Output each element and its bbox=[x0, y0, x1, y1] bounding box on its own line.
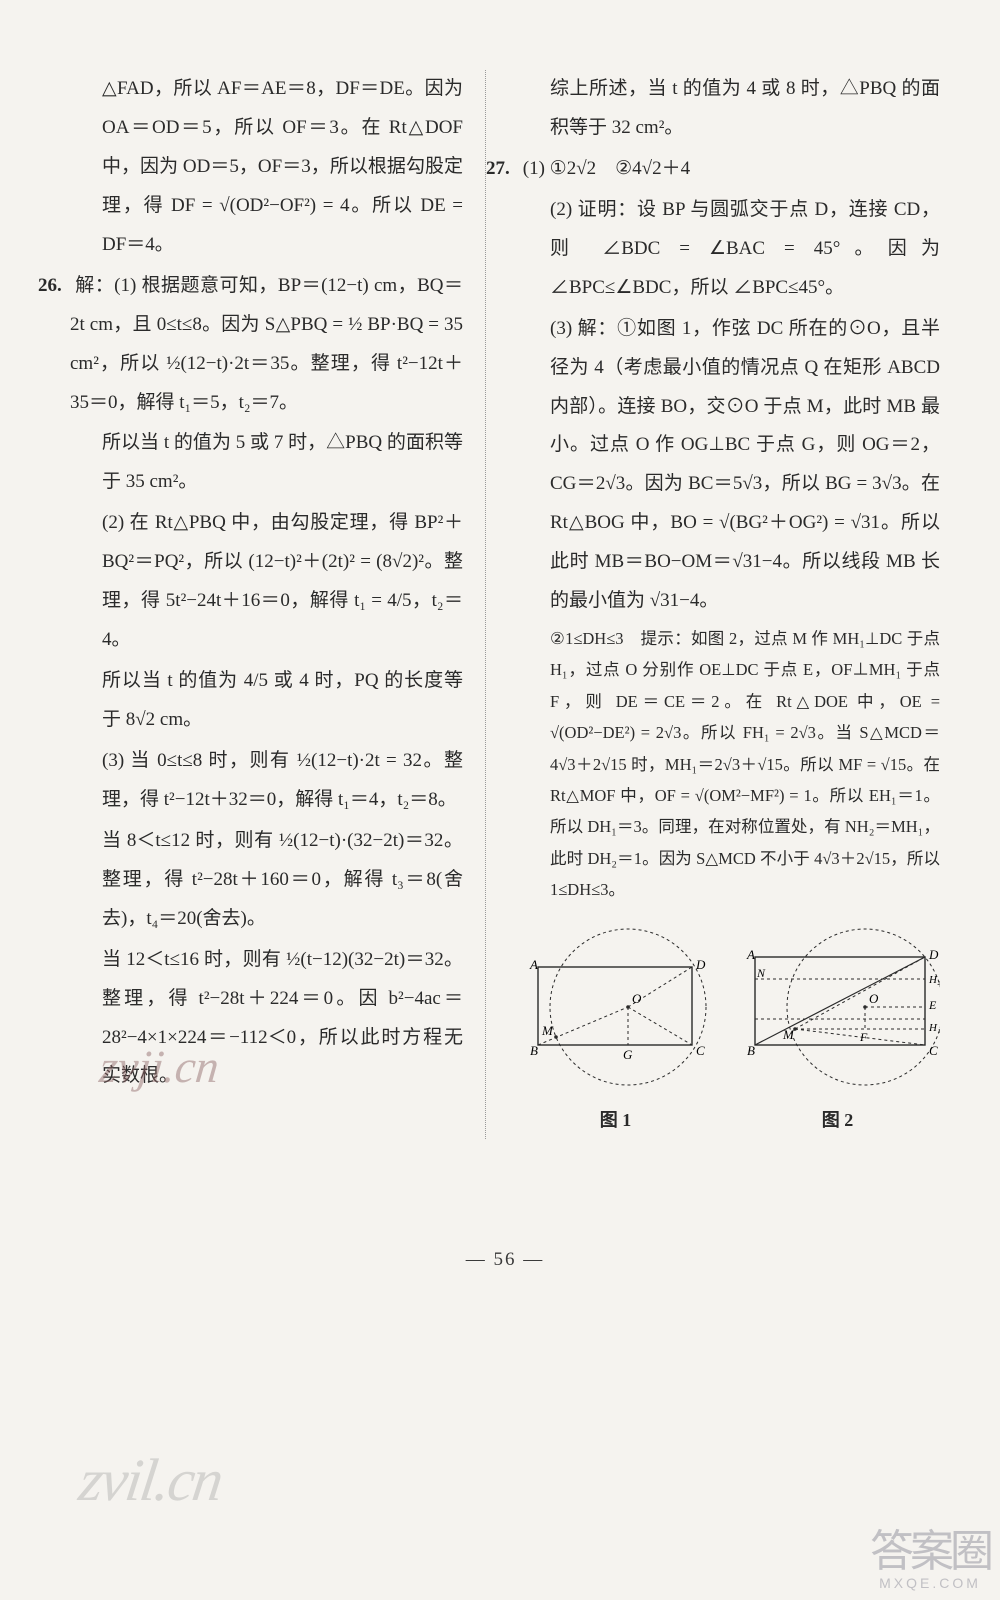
svg-text:D: D bbox=[928, 947, 939, 962]
page-number: — 56 — bbox=[466, 1249, 545, 1270]
problem-26-num: 26. bbox=[38, 267, 70, 306]
svg-text:B: B bbox=[747, 1043, 755, 1058]
figures-row: A D B C O M G 图 1 bbox=[518, 919, 940, 1139]
svg-text:H₁: H₁ bbox=[928, 1022, 940, 1034]
svg-text:F: F bbox=[859, 1030, 868, 1044]
svg-text:M: M bbox=[541, 1023, 554, 1038]
right-column: 综上所述，当 t 的值为 4 或 8 时，△PBQ 的面积等于 32 cm²。 … bbox=[514, 70, 940, 1139]
p27-3a: (3) 解：①如图 1，作弦 DC 所在的⊙O，且半径为 4（考虑最小值的情况点… bbox=[550, 310, 940, 622]
p27-3b-body: 如图 2，过点 M 作 MH₁⊥DC 于点 H₁，过点 O 分别作 OE⊥DC … bbox=[550, 629, 940, 899]
p26-1a: 解：(1) 根据题意可知，BP＝(12−t) cm，BQ＝2t cm，且 0≤t… bbox=[70, 275, 463, 413]
svg-text:E: E bbox=[928, 998, 937, 1012]
corner-badge-cn: 答案圈 bbox=[870, 1530, 990, 1574]
svg-text:G: G bbox=[623, 1047, 633, 1062]
problem-27: 27. (1) ①2√2 ②4√2＋4 bbox=[518, 150, 940, 189]
svg-text:O: O bbox=[632, 991, 642, 1006]
figure-1: A D B C O M G 图 1 bbox=[518, 919, 713, 1139]
svg-text:N: N bbox=[756, 966, 766, 980]
svg-text:M: M bbox=[782, 1027, 795, 1042]
problem-27-num: 27. bbox=[486, 150, 518, 189]
corner-badge: 答案圈 MXQE.COM bbox=[870, 1530, 990, 1590]
problem-26: 26. 解：(1) 根据题意可知，BP＝(12−t) cm，BQ＝2t cm，且… bbox=[70, 267, 463, 423]
p27-2: (2) 证明：设 BP 与圆弧交于点 D，连接 CD，则 ∠BDC = ∠BAC… bbox=[550, 191, 940, 308]
p27-3b-head: ②1≤DH≤3 提示： bbox=[550, 629, 691, 648]
p26-2a: (2) 在 Rt△PBQ 中，由勾股定理，得 BP²＋BQ²＝PQ²，所以 (1… bbox=[102, 504, 463, 660]
svg-text:O: O bbox=[869, 991, 879, 1006]
left-column: △FAD，所以 AF＝AE＝8，DF＝DE。因为 OA＝OD＝5，所以 OF＝3… bbox=[70, 70, 486, 1139]
svg-text:B: B bbox=[530, 1043, 538, 1058]
page-footer: — 56 — bbox=[70, 1249, 940, 1271]
svg-text:A: A bbox=[746, 947, 755, 962]
svg-text:C: C bbox=[696, 1043, 705, 1058]
fig1-caption: 图 1 bbox=[518, 1102, 713, 1139]
svg-text:A: A bbox=[529, 957, 538, 972]
watermark-bottom-left: zvil.cn bbox=[75, 1446, 226, 1515]
svg-text:H₂: H₂ bbox=[928, 974, 940, 986]
p26-3c: 当 12＜t≤16 时，则有 ½(t−12)(32−2t)＝32。整理，得 t²… bbox=[102, 941, 463, 1097]
p26-conclusion: 综上所述，当 t 的值为 4 或 8 时，△PBQ 的面积等于 32 cm²。 bbox=[550, 70, 940, 148]
p26-3b: 当 8＜t≤12 时，则有 ½(12−t)·(32−2t)＝32。整理，得 t²… bbox=[102, 822, 463, 939]
svg-text:D: D bbox=[695, 957, 706, 972]
p26-2b: 所以当 t 的值为 4/5 或 4 时，PQ 的长度等于 8√2 cm。 bbox=[102, 662, 463, 740]
p26-3a: (3) 当 0≤t≤8 时，则有 ½(12−t)·2t = 32。整理，得 t²… bbox=[102, 742, 463, 820]
p26-1b: 所以当 t 的值为 5 或 7 时，△PBQ 的面积等于 35 cm²。 bbox=[102, 424, 463, 502]
svg-text:C: C bbox=[929, 1043, 938, 1058]
p25-continuation: △FAD，所以 AF＝AE＝8，DF＝DE。因为 OA＝OD＝5，所以 OF＝3… bbox=[102, 70, 463, 265]
p27-3b: ②1≤DH≤3 提示：如图 2，过点 M 作 MH₁⊥DC 于点 H₁，过点 O… bbox=[550, 623, 940, 905]
fig2-caption: 图 2 bbox=[735, 1102, 940, 1139]
corner-badge-en: MXQE.COM bbox=[870, 1576, 990, 1590]
figure-2: A D B C N H₂ E H₁ O F M 图 2 bbox=[735, 919, 940, 1139]
p27-1: (1) ①2√2 ②4√2＋4 bbox=[523, 158, 690, 179]
